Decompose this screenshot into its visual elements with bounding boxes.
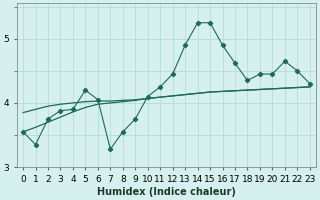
X-axis label: Humidex (Indice chaleur): Humidex (Indice chaleur) bbox=[97, 187, 236, 197]
